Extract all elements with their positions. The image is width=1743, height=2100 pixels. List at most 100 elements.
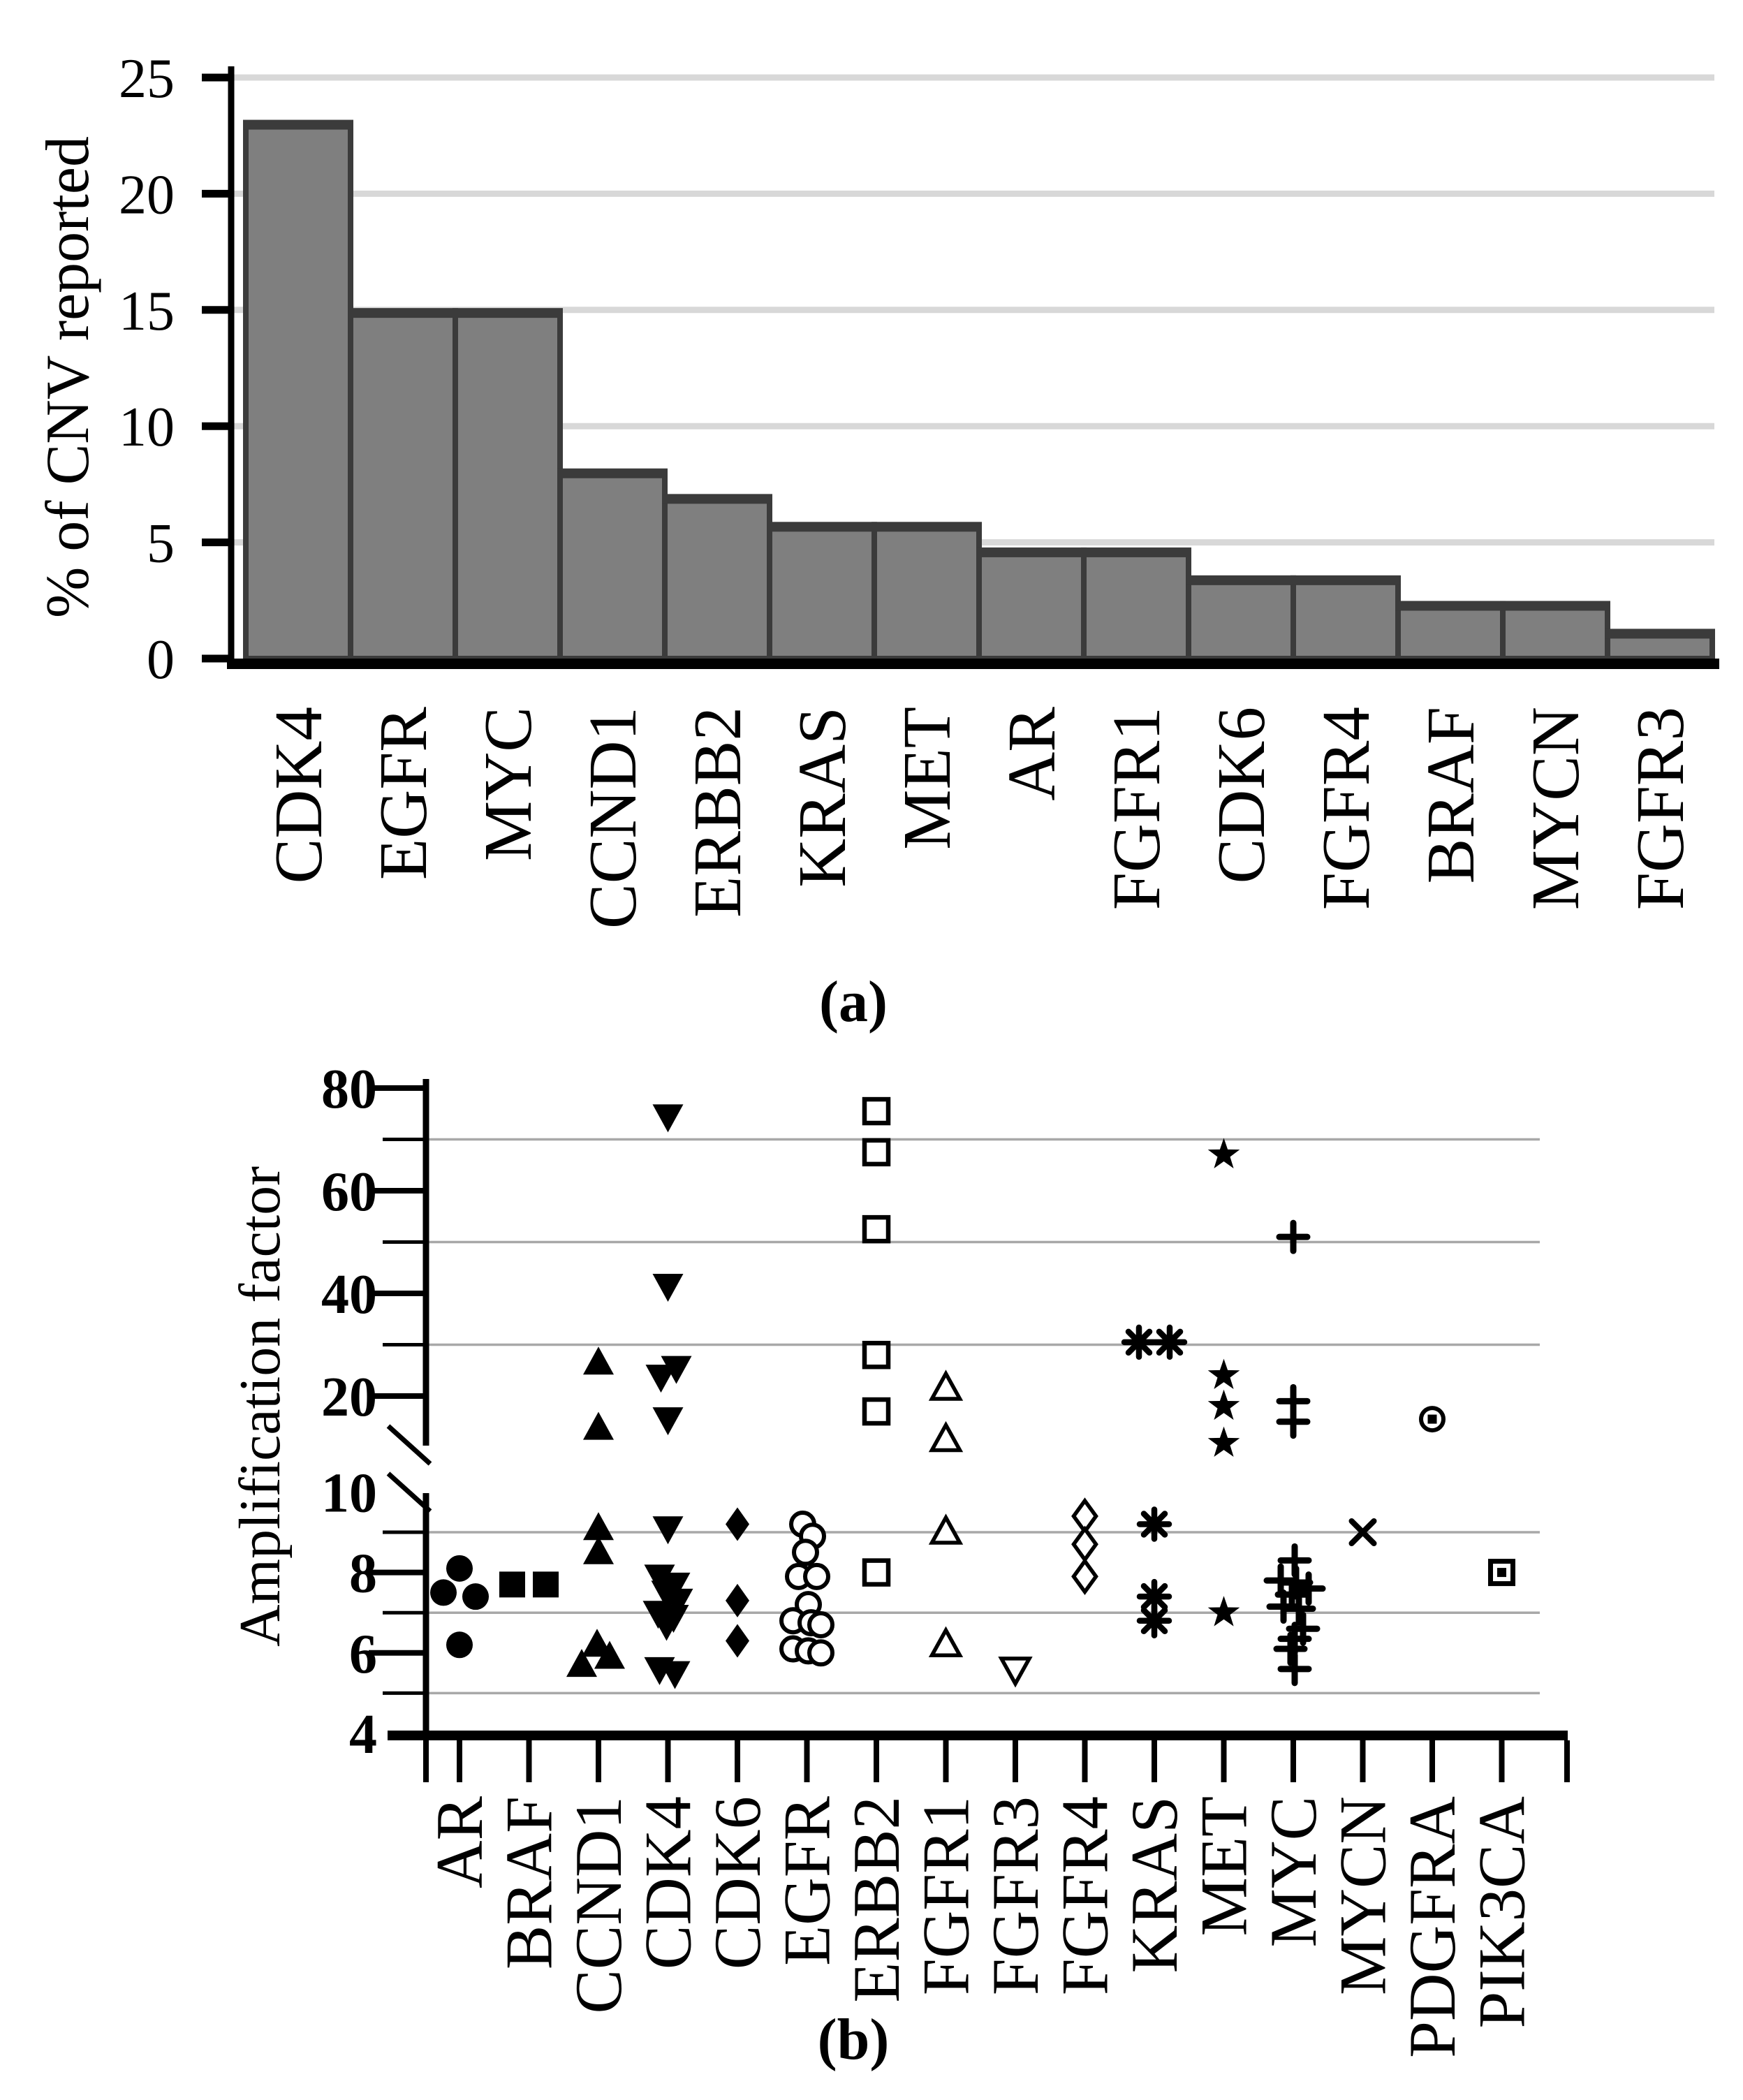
filled-star-icon <box>1207 1138 1240 1168</box>
plus-icon <box>1276 1219 1311 1254</box>
x-category-label-KRAS: KRAS <box>1117 1796 1191 1973</box>
bar-top-cap-CDK6 <box>1186 575 1296 585</box>
x-category-label-PIK3CA: PIK3CA <box>1465 1796 1539 2029</box>
filled-triangle-down-icon <box>659 1661 691 1689</box>
circle-dot-icon <box>1419 1406 1446 1433</box>
x-category-label-KRAS: KRAS <box>785 707 860 888</box>
x-category-label-EGFR: EGFR <box>366 707 441 880</box>
y-tick-label-20: 20 <box>321 1367 377 1428</box>
open-circle-icon <box>803 1562 830 1590</box>
x-category-label-PDGFRA: PDGFRA <box>1395 1796 1469 2058</box>
open-triangle-up-icon <box>928 1626 964 1658</box>
series-MET <box>1207 1138 1240 1627</box>
filled-star-icon <box>1207 1389 1240 1420</box>
x-category-label-CDK4: CDK4 <box>631 1796 705 1969</box>
bar-top-cap-FGFR4 <box>1290 575 1401 585</box>
open-circle-icon <box>792 1539 819 1566</box>
panel-b-caption: (b) <box>818 2007 890 2072</box>
plus-icon <box>1291 1571 1326 1606</box>
series-MYC <box>1263 1219 1326 1687</box>
x-category-label-MYCN: MYCN <box>1518 707 1593 910</box>
y-tick-label-5: 5 <box>147 513 175 575</box>
x-cross-icon <box>1348 1518 1377 1546</box>
filled-diamond-icon <box>726 1507 749 1541</box>
bar-top-cap-BRAF <box>1395 601 1506 611</box>
y-tick-label-40: 40 <box>321 1264 377 1326</box>
series-CDK6 <box>726 1507 749 1658</box>
filled-triangle-down-icon <box>662 1588 693 1617</box>
open-triangle-up-icon <box>928 1420 964 1453</box>
filled-triangle-down-icon <box>645 1365 677 1393</box>
bar-KRAS <box>767 523 877 662</box>
filled-triangle-down-icon <box>652 1104 684 1133</box>
filled-circle-icon <box>446 1555 473 1582</box>
open-diamond-icon <box>1071 1525 1098 1563</box>
y-tick-label-8: 8 <box>349 1543 377 1605</box>
filled-circle-icon <box>462 1583 489 1610</box>
filled-triangle-down-icon <box>652 1516 684 1545</box>
x-category-label-FGFR1: FGFR1 <box>1099 707 1174 910</box>
x-category-label-EGFR: EGFR <box>770 1796 844 1965</box>
bar-FGFR4 <box>1290 576 1401 662</box>
y-tick-label-6: 6 <box>349 1624 377 1685</box>
y-tick-label-25: 25 <box>119 48 175 110</box>
series-PDGFRA <box>1419 1406 1446 1433</box>
series-PIK3CA <box>1488 1559 1515 1587</box>
filled-triangle-down-icon <box>644 1564 675 1593</box>
x-category-label-AR: AR <box>422 1796 497 1888</box>
open-circle-icon <box>807 1610 834 1638</box>
open-triangle-up-icon <box>928 1370 964 1401</box>
series-FGFR3 <box>998 1657 1033 1688</box>
filled-circle-icon <box>430 1579 457 1606</box>
filled-square-icon <box>499 1571 525 1598</box>
open-square-icon <box>862 1096 891 1126</box>
x-category-label-FGFR4: FGFR4 <box>1048 1796 1122 1995</box>
series-KRAS <box>1121 1324 1188 1638</box>
filled-circle-icon <box>446 1631 473 1659</box>
x-axis-line <box>227 659 1719 669</box>
bar-top-cap-KRAS <box>767 522 877 532</box>
chart-a-y-axis-title: % of CNV reported <box>34 136 102 618</box>
panel-a-caption: (a) <box>819 969 888 1034</box>
x-category-label-BRAF: BRAF <box>492 1796 566 1969</box>
x-category-label-MYC: MYC <box>471 707 545 861</box>
filled-star-icon <box>1207 1358 1240 1389</box>
series-BRAF <box>499 1571 559 1598</box>
filled-diamond-icon <box>726 1624 749 1658</box>
bar-top-cap-FGFR1 <box>1081 547 1191 557</box>
bar-chart-cnv: 0 5 10 15 20 25 CDK4 EGFR MYC CCND1 ERBB2 KRAS MET AR… <box>119 48 1719 929</box>
x-category-label-FGFR3: FGFR3 <box>1623 707 1698 910</box>
series-CDK4 <box>642 1104 693 1689</box>
bar-CCND1 <box>557 469 668 661</box>
plus-icon <box>1277 1652 1312 1687</box>
filled-triangle-down-icon <box>652 1273 684 1302</box>
x-category-label-CDK6: CDK6 <box>700 1796 774 1969</box>
filled-diamond-icon <box>726 1583 749 1617</box>
bar-MET <box>872 523 982 662</box>
filled-triangle-up-icon <box>582 1629 612 1657</box>
x-category-label-BRAF: BRAF <box>1413 707 1488 883</box>
filled-triangle-up-icon <box>583 1512 614 1541</box>
x-category-label-FGFR4: FGFR4 <box>1309 707 1383 910</box>
series-EGFR <box>779 1510 834 1667</box>
bar-ERBB2 <box>662 495 772 661</box>
bar-top-cap-MYC <box>453 308 563 318</box>
bar-FGFR1 <box>1081 548 1191 661</box>
x-category-label-MYCN: MYCN <box>1326 1796 1400 1995</box>
x-category-label-FGFR3: FGFR3 <box>978 1796 1052 1995</box>
open-square-icon <box>862 1214 891 1244</box>
open-square-icon <box>862 1558 891 1587</box>
bar-top-cap-MYCN <box>1500 601 1610 611</box>
bar-MYCN <box>1500 602 1610 661</box>
bar-CDK6 <box>1186 576 1296 662</box>
plus-icon <box>1273 1631 1308 1666</box>
chart-b-y-axis-title: Amplification factor <box>228 1166 293 1647</box>
asterisk-icon <box>1152 1324 1188 1360</box>
series-MYCN <box>1348 1518 1377 1546</box>
axis-break-slash-upper <box>386 1424 432 1466</box>
filled-triangle-up-icon <box>566 1649 597 1677</box>
open-circle-icon <box>807 1639 834 1667</box>
y-tick-label-20: 20 <box>119 164 175 226</box>
